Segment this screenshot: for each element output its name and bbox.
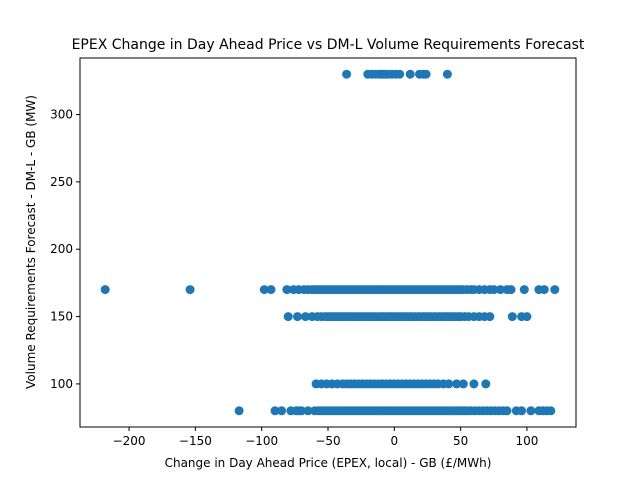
x-tick-label: 100 — [515, 434, 538, 448]
x-tick-label: 0 — [390, 434, 398, 448]
data-point — [442, 69, 452, 79]
data-points — [100, 69, 560, 416]
data-point — [185, 285, 195, 295]
x-tick-label: −200 — [113, 434, 146, 448]
data-point — [293, 312, 302, 322]
data-point — [507, 312, 517, 322]
data-point — [421, 69, 431, 79]
y-axis-label: Volume Requirements Forecast - DM-L - GB… — [24, 95, 38, 389]
data-point — [517, 406, 527, 416]
y-tick-label: 150 — [50, 310, 73, 324]
data-point — [297, 406, 306, 416]
data-point — [405, 69, 415, 79]
data-point — [277, 406, 287, 416]
y-axis-ticks: 100 150 200 250 300 — [50, 108, 80, 391]
data-point — [519, 285, 529, 295]
data-point — [266, 285, 276, 295]
data-point — [550, 285, 560, 295]
x-tick-label: −100 — [245, 434, 278, 448]
x-axis-label: Change in Day Ahead Price (EPEX, local) … — [165, 456, 492, 470]
data-point — [234, 406, 244, 416]
data-point — [283, 312, 293, 322]
data-point — [100, 285, 110, 295]
data-point — [502, 406, 512, 416]
data-point — [452, 379, 462, 389]
y-tick-label: 300 — [50, 108, 73, 122]
data-point — [458, 379, 468, 389]
x-tick-label: −50 — [315, 434, 340, 448]
data-point — [301, 312, 310, 322]
data-point — [489, 285, 499, 295]
x-tick-label: 50 — [453, 434, 468, 448]
data-point — [485, 312, 495, 322]
y-tick-label: 100 — [50, 377, 73, 391]
data-point — [342, 69, 352, 79]
x-tick-label: −150 — [179, 434, 212, 448]
data-point — [270, 406, 280, 416]
data-point — [506, 285, 516, 295]
y-tick-label: 250 — [50, 175, 73, 189]
data-point — [259, 285, 269, 295]
y-tick-label: 200 — [50, 242, 73, 256]
data-point — [469, 379, 479, 389]
data-point — [481, 379, 491, 389]
data-point — [522, 312, 532, 322]
chart-title: EPEX Change in Day Ahead Price vs DM-L V… — [72, 37, 585, 53]
data-point — [282, 285, 292, 295]
data-point — [395, 69, 405, 79]
data-point — [526, 406, 536, 416]
data-point — [495, 285, 505, 295]
data-point — [546, 406, 556, 416]
data-point — [539, 285, 549, 295]
data-point — [303, 406, 313, 416]
plot-area — [80, 58, 576, 427]
data-point — [444, 379, 454, 389]
x-axis-ticks: −200 −150 −100 −50 0 50 100 — [113, 427, 538, 448]
